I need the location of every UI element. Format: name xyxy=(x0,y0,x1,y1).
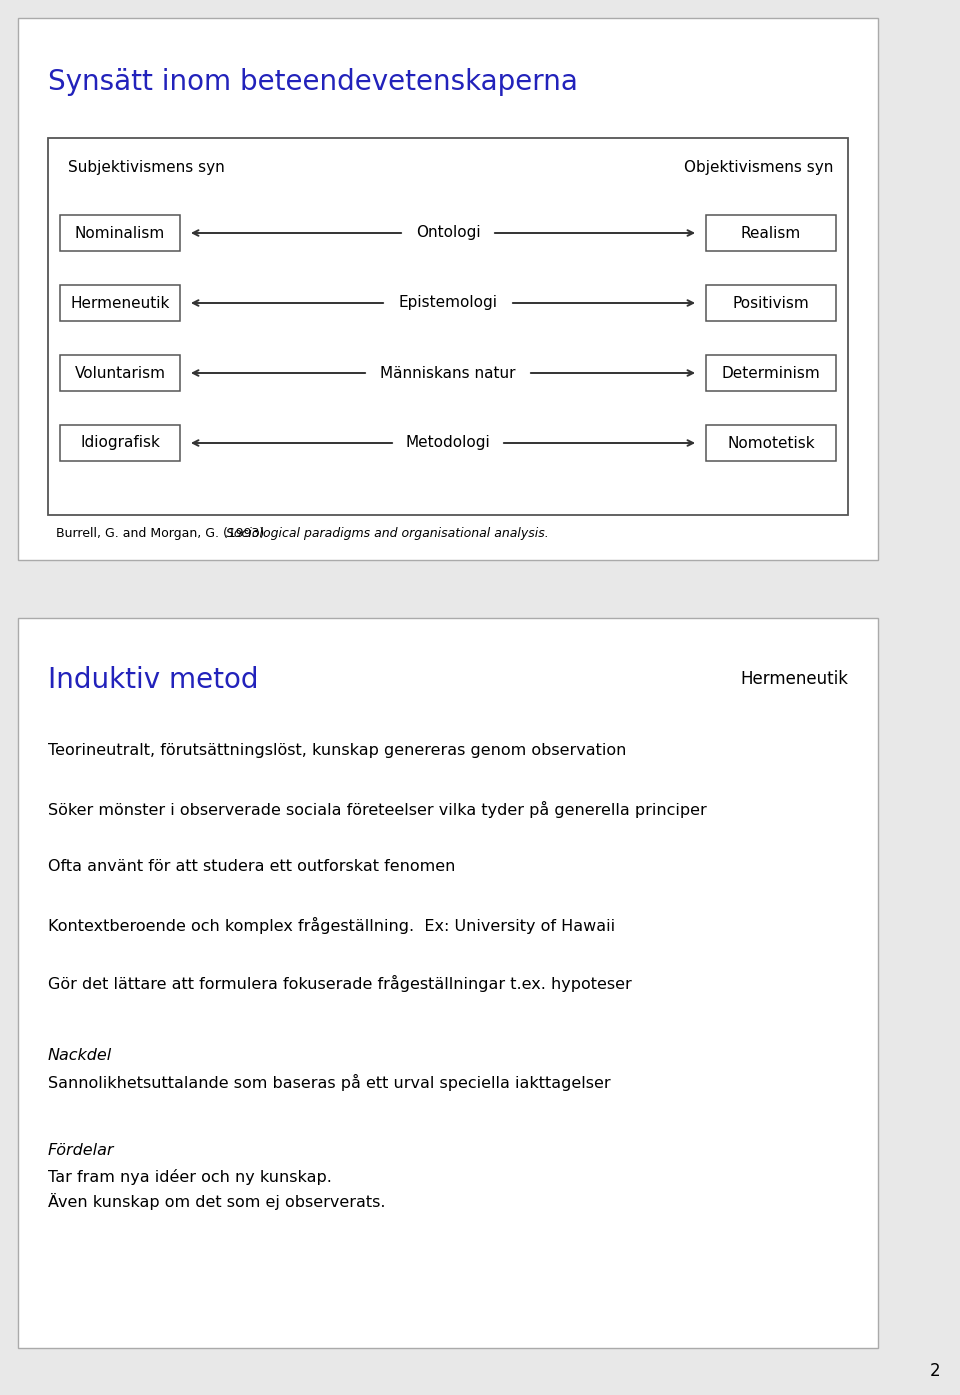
Text: Voluntarism: Voluntarism xyxy=(75,365,165,381)
Text: Epistemologi: Epistemologi xyxy=(398,296,497,311)
Text: Gör det lättare att formulera fokuserade frågeställningar t.ex. hypoteser: Gör det lättare att formulera fokuserade… xyxy=(48,975,632,992)
Text: Ofta använt för att studera ett outforskat fenomen: Ofta använt för att studera ett outforsk… xyxy=(48,859,455,875)
Text: Människans natur: Människans natur xyxy=(380,365,516,381)
Bar xyxy=(60,354,180,391)
Text: Induktiv metod: Induktiv metod xyxy=(48,665,258,693)
Text: Även kunskap om det som ej observerats.: Även kunskap om det som ej observerats. xyxy=(48,1193,386,1209)
Text: Kontextberoende och komplex frågeställning.  Ex: University of Hawaii: Kontextberoende och komplex frågeställni… xyxy=(48,917,615,935)
Text: Nomotetisk: Nomotetisk xyxy=(727,435,815,451)
Text: Hermeneutik: Hermeneutik xyxy=(70,296,170,311)
Bar xyxy=(706,285,836,321)
Bar xyxy=(60,285,180,321)
Text: Ontologi: Ontologi xyxy=(416,226,480,240)
Text: Nackdel: Nackdel xyxy=(48,1048,112,1063)
Text: Idiografisk: Idiografisk xyxy=(80,435,160,451)
Bar xyxy=(706,425,836,460)
Text: Metodologi: Metodologi xyxy=(406,435,491,451)
Bar xyxy=(18,618,878,1348)
Text: Sociological paradigms and organisational analysis.: Sociological paradigms and organisationa… xyxy=(226,527,548,540)
Text: Sannolikhetsuttalande som baseras på ett urval speciella iakttagelser: Sannolikhetsuttalande som baseras på ett… xyxy=(48,1074,611,1091)
Text: Realism: Realism xyxy=(741,226,802,240)
Bar xyxy=(60,215,180,251)
Text: Determinism: Determinism xyxy=(722,365,821,381)
Text: Hermeneutik: Hermeneutik xyxy=(740,670,848,688)
Bar xyxy=(60,425,180,460)
Text: 2: 2 xyxy=(929,1362,940,1380)
Bar xyxy=(706,215,836,251)
Text: Synsätt inom beteendevetenskaperna: Synsätt inom beteendevetenskaperna xyxy=(48,68,578,96)
Text: Fördelar: Fördelar xyxy=(48,1143,114,1158)
Text: Tar fram nya idéer och ny kunskap.: Tar fram nya idéer och ny kunskap. xyxy=(48,1169,332,1184)
Text: Nominalism: Nominalism xyxy=(75,226,165,240)
Text: Burrell, G. and Morgan, G. (1993).: Burrell, G. and Morgan, G. (1993). xyxy=(56,527,273,540)
Bar xyxy=(18,18,878,559)
Bar xyxy=(48,138,848,515)
Text: Teorineutralt, förutsättningslöst, kunskap genereras genom observation: Teorineutralt, förutsättningslöst, kunsk… xyxy=(48,744,626,757)
Text: Positivism: Positivism xyxy=(732,296,809,311)
Text: Objektivismens syn: Objektivismens syn xyxy=(684,160,833,174)
Text: Subjektivismens syn: Subjektivismens syn xyxy=(68,160,225,174)
Text: Söker mönster i observerade sociala företeelser vilka tyder på generella princip: Söker mönster i observerade sociala före… xyxy=(48,801,707,817)
Bar xyxy=(706,354,836,391)
